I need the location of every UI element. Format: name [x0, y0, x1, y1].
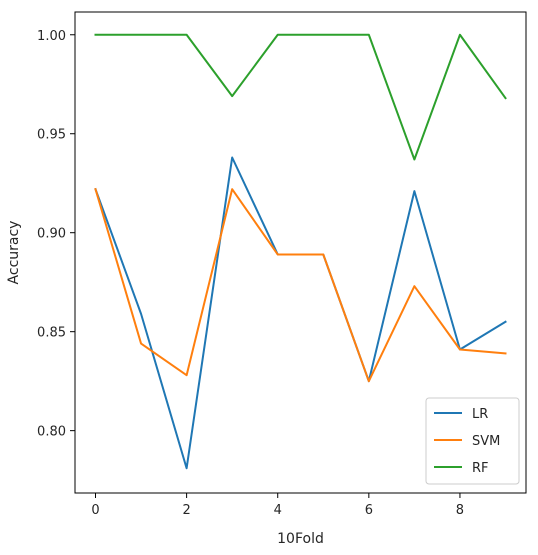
x-tick-label: 0 — [91, 503, 99, 518]
y-tick-label: 0.80 — [37, 425, 66, 440]
y-axis-label: Accuracy — [6, 221, 22, 285]
legend-label-rf: RF — [472, 461, 489, 476]
legend-frame — [425, 397, 520, 485]
plot-frame — [74, 11, 527, 494]
x-tick-label: 2 — [182, 503, 190, 518]
y-tick-label: 0.95 — [37, 128, 66, 143]
legend: LR SVM RF — [425, 397, 520, 485]
legend-label-lr: LR — [472, 407, 488, 422]
y-tick-label: 0.85 — [37, 326, 66, 341]
x-axis: 0 2 4 6 8 — [91, 493, 464, 518]
y-tick-label: 1.00 — [37, 29, 66, 44]
x-tick-label: 4 — [274, 503, 282, 518]
y-tick-label: 0.90 — [37, 227, 66, 242]
series-line-svm — [94, 187, 507, 383]
series-line-rf — [94, 33, 507, 161]
x-tick-label: 8 — [456, 503, 464, 518]
x-axis-label: 10Fold — [277, 531, 324, 547]
series-layer — [94, 33, 507, 470]
legend-label-svm: SVM — [472, 434, 500, 449]
y-axis: 0.80 0.85 0.90 0.95 1.00 — [37, 29, 75, 440]
x-tick-label: 6 — [365, 503, 373, 518]
